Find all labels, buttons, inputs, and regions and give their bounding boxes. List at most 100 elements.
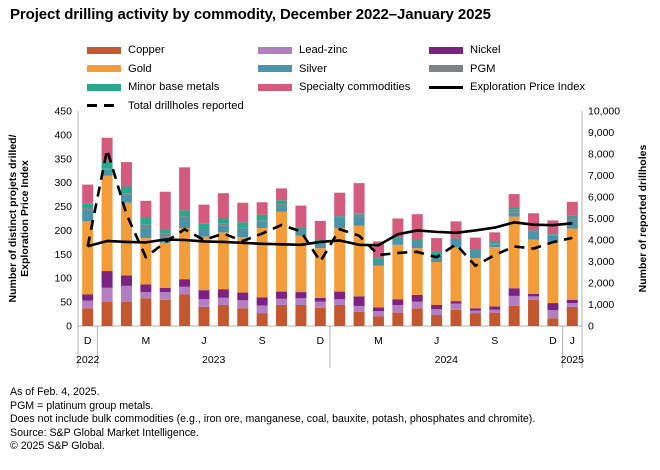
bar-mar-2024 — [372, 241, 384, 326]
bar-segment — [431, 309, 443, 316]
bar-segment — [82, 209, 94, 222]
year-label: 2022 — [76, 354, 100, 366]
bar-segment — [392, 312, 404, 326]
bar-segment — [431, 261, 443, 305]
bar-segment — [372, 265, 384, 308]
bar-segment — [334, 216, 346, 218]
pgm-swatch — [429, 65, 463, 73]
bar-segment — [101, 301, 113, 326]
bar-segment — [566, 217, 578, 220]
axis-titles: Number of distinct projets drilled/Explo… — [7, 134, 649, 302]
bar-nov-2024 — [528, 213, 540, 326]
bar-segment — [566, 303, 578, 307]
bar-segment — [237, 237, 249, 293]
bar-aug-2023 — [237, 202, 249, 326]
bar-segment — [566, 228, 578, 300]
bar-segment — [411, 214, 423, 240]
bar-jun-2024 — [431, 238, 443, 326]
bar-mar-2023 — [140, 200, 152, 326]
silver-swatch — [258, 65, 292, 73]
legend-item-gold: Gold — [87, 60, 244, 79]
bar-aug-2024 — [469, 237, 481, 326]
bar-segment — [314, 307, 326, 326]
stacked-bars — [82, 137, 578, 326]
bar-segment — [82, 184, 94, 204]
dashed-line-swatch — [87, 104, 121, 108]
bar-segment — [256, 313, 268, 326]
bar-jan-2024 — [334, 192, 346, 326]
bar-segment — [217, 225, 229, 233]
year-label: 2025 — [561, 354, 585, 366]
bar-jul-2023 — [217, 193, 229, 326]
bar-segment — [295, 235, 307, 293]
bar-segment — [237, 228, 249, 238]
legend-item-specialty: Specialty commodities — [258, 78, 410, 97]
left-axis-tick: 50 — [60, 297, 72, 309]
bar-segment — [101, 175, 113, 272]
bar-segment — [179, 218, 191, 229]
bar-segment — [353, 214, 365, 217]
legend-column-3: Nickel PGM Exploration Price Index — [429, 41, 585, 97]
bar-segment — [508, 207, 520, 210]
bar-segment — [276, 200, 288, 205]
bar-segment — [469, 313, 481, 326]
legend-label: Gold — [128, 62, 152, 75]
bar-segment — [140, 224, 152, 229]
bar-segment — [392, 239, 404, 245]
bar-segment — [237, 300, 249, 309]
bar-segment — [450, 301, 462, 304]
bar-segment — [450, 221, 462, 239]
right-axis-tick: 9,000 — [588, 127, 614, 139]
legend-label: PGM — [470, 62, 496, 75]
bar-segment — [353, 183, 365, 214]
legend-column-2: Lead-zinc Silver Specialty commodities — [258, 41, 410, 97]
year-label: 2023 — [202, 354, 226, 366]
bar-segment — [469, 249, 481, 252]
bar-segment — [392, 299, 404, 305]
bar-segment — [469, 237, 481, 250]
left-axis-tick: 100 — [54, 273, 72, 285]
bar-segment — [179, 279, 191, 287]
bar-segment — [508, 305, 520, 326]
chart-title: Project drilling activity by commodity, … — [10, 6, 491, 23]
legend-item-nickel: Nickel — [429, 41, 585, 60]
bar-segment — [179, 286, 191, 295]
left-axis-tick: 450 — [54, 106, 72, 118]
stacked-bar-combo-chart: 0 50 100 150 200 250 300 350 400 450 0 1,000 2,000 3,… — [7, 106, 649, 368]
left-axis-tick: 150 — [54, 249, 72, 261]
right-axis-tick: 6,000 — [588, 192, 614, 204]
bar-segment — [547, 234, 559, 236]
bar-segment — [217, 289, 229, 298]
gold-swatch — [87, 65, 121, 73]
bar-segment — [159, 242, 171, 288]
bar-segment — [314, 220, 326, 240]
bar-segment — [431, 251, 443, 256]
bar-segment — [198, 223, 210, 230]
bar-segment — [469, 308, 481, 311]
right-axis-tick: 1,000 — [588, 299, 614, 311]
solid-line-swatch — [429, 85, 463, 89]
bar-feb-2024 — [353, 183, 365, 326]
bar-segment — [237, 227, 249, 229]
bar-segment — [237, 292, 249, 301]
bar-segment — [353, 213, 365, 215]
bar-segment — [276, 204, 288, 207]
bar-may-2023 — [179, 167, 191, 326]
month-tick-label: J — [570, 335, 575, 347]
footnote-bulk: Does not include bulk commodities (e.g.,… — [10, 413, 536, 425]
bar-segment — [120, 202, 132, 276]
bar-segment — [411, 308, 423, 326]
bar-segment — [179, 228, 191, 280]
month-tick-label: M — [374, 335, 383, 347]
bar-segment — [489, 240, 501, 244]
left-axis-tick: 350 — [54, 153, 72, 165]
legend-item-copper: Copper — [87, 41, 244, 60]
bar-segment — [334, 299, 346, 305]
legend-item-silver: Silver — [258, 60, 410, 79]
bar-segment — [450, 247, 462, 302]
bar-segment — [198, 290, 210, 300]
bar-segment — [140, 298, 152, 326]
bar-segment — [528, 213, 540, 231]
bar-oct-2024 — [508, 194, 520, 326]
month-tick-label: D — [549, 335, 557, 347]
